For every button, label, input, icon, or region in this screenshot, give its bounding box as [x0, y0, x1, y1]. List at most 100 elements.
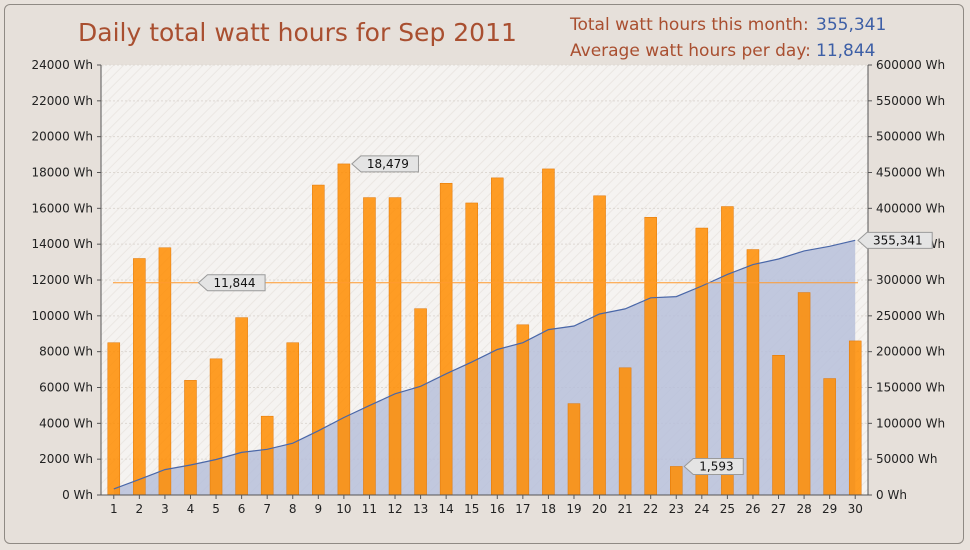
- average-label: Average watt hours per day:: [570, 41, 811, 61]
- daily-bar: [363, 197, 376, 496]
- callout-box: [857, 231, 933, 249]
- daily-bar: [184, 380, 197, 496]
- daily-bar: [593, 195, 606, 496]
- daily-bar: [286, 342, 299, 496]
- left-tick-label: 12000 Wh: [32, 273, 93, 287]
- callout-box: [683, 457, 744, 475]
- left-tick-label: 18000 Wh: [32, 166, 93, 180]
- right-tick-label: 300000 Wh: [876, 273, 945, 287]
- cumulative-area: [113, 240, 856, 495]
- right-tick-label: 600000 Wh: [876, 58, 945, 72]
- daily-bar: [209, 358, 223, 496]
- right-tick-label: 100000 Wh: [876, 416, 945, 430]
- daily-bar: [823, 378, 836, 496]
- daily-bar: [491, 177, 504, 496]
- right-tick-label: 250000 Wh: [876, 309, 945, 323]
- left-tick-label: 24000 Wh: [32, 58, 93, 72]
- daily-bar: [721, 206, 734, 496]
- left-tick-label: 8000 Wh: [39, 345, 93, 359]
- chart-title: Daily total watt hours for Sep 2011: [78, 18, 517, 47]
- left-tick-label: 4000 Wh: [39, 416, 93, 430]
- daily-bar: [618, 367, 632, 496]
- value-callout: 11,844: [197, 274, 266, 292]
- x-tick-label: 17: [515, 502, 530, 516]
- daily-bar: [337, 163, 351, 496]
- daily-bar: [670, 466, 683, 496]
- x-tick-label: 9: [314, 502, 322, 516]
- right-tick-label: 450000 Wh: [876, 166, 945, 180]
- x-tick-label: 29: [822, 502, 837, 516]
- left-tick-label: 10000 Wh: [32, 309, 93, 323]
- daily-bar: [107, 342, 121, 496]
- x-tick-label: 10: [336, 502, 351, 516]
- x-tick-label: 22: [643, 502, 658, 516]
- right-tick-label: 400000 Wh: [876, 201, 945, 215]
- daily-bar: [312, 184, 325, 496]
- left-tick-label: 16000 Wh: [32, 201, 93, 215]
- x-tick-label: 8: [289, 502, 297, 516]
- x-tick-label: 15: [464, 502, 479, 516]
- callout-label: 1,593: [699, 459, 733, 473]
- average-value: 11,844: [816, 41, 876, 61]
- callout-box: [351, 155, 419, 173]
- callout-label: 18,479: [367, 157, 409, 171]
- right-tick-label: 200000 Wh: [876, 345, 945, 359]
- average-row: Average watt hours per day: 11,844: [570, 38, 900, 64]
- daily-bar: [133, 258, 146, 496]
- x-tick-label: 5: [212, 502, 220, 516]
- x-tick-label: 19: [566, 502, 581, 516]
- right-tick-label: 0 Wh: [876, 488, 907, 502]
- left-tick-label: 2000 Wh: [39, 452, 93, 466]
- x-tick-label: 27: [771, 502, 786, 516]
- daily-bar: [158, 247, 172, 496]
- daily-bar: [388, 197, 402, 496]
- daily-bar: [414, 308, 427, 496]
- x-tick-label: 2: [136, 502, 144, 516]
- x-tick-label: 14: [439, 502, 454, 516]
- daily-bar: [644, 217, 657, 496]
- x-tick-label: 24: [694, 502, 709, 516]
- left-tick-label: 14000 Wh: [32, 237, 93, 251]
- x-tick-label: 26: [745, 502, 760, 516]
- daily-bar: [567, 403, 581, 496]
- x-tick-label: 11: [362, 502, 377, 516]
- x-tick-label: 23: [669, 502, 684, 516]
- left-tick-label: 22000 Wh: [32, 94, 93, 108]
- x-tick-label: 16: [490, 502, 505, 516]
- x-tick-label: 30: [848, 502, 863, 516]
- right-tick-label: 150000 Wh: [876, 381, 945, 395]
- callout-label: 355,341: [873, 233, 923, 247]
- x-tick-label: 20: [592, 502, 607, 516]
- daily-bar: [797, 292, 811, 496]
- x-tick-label: 3: [161, 502, 169, 516]
- left-tick-label: 20000 Wh: [32, 130, 93, 144]
- daily-bar: [235, 317, 248, 496]
- x-tick-label: 12: [387, 502, 402, 516]
- x-tick-label: 25: [720, 502, 735, 516]
- daily-bar: [746, 249, 760, 496]
- x-tick-label: 1: [110, 502, 118, 516]
- x-tick-label: 21: [617, 502, 632, 516]
- daily-bar: [439, 183, 453, 496]
- x-tick-label: 6: [238, 502, 246, 516]
- callout-box: [197, 274, 266, 292]
- x-tick-label: 4: [187, 502, 195, 516]
- daily-bar: [695, 227, 709, 496]
- daily-bar: [465, 202, 478, 496]
- total-row: Total watt hours this month: 355,341: [570, 12, 900, 38]
- total-value: 355,341: [816, 15, 887, 35]
- x-tick-label: 7: [263, 502, 271, 516]
- value-callout: 1,593: [683, 457, 744, 475]
- daily-bar: [848, 340, 862, 496]
- x-tick-label: 28: [796, 502, 811, 516]
- callout-label: 11,844: [213, 276, 255, 290]
- right-tick-label: 550000 Wh: [876, 94, 945, 108]
- value-callout: 355,341: [857, 231, 933, 249]
- left-tick-label: 0 Wh: [62, 488, 93, 502]
- value-callout: 18,479: [351, 155, 419, 173]
- right-tick-label: 50000 Wh: [876, 452, 937, 466]
- summary-stats: Total watt hours this month: 355,341 Ave…: [570, 12, 900, 64]
- total-label: Total watt hours this month:: [570, 15, 809, 35]
- daily-bar: [772, 355, 785, 496]
